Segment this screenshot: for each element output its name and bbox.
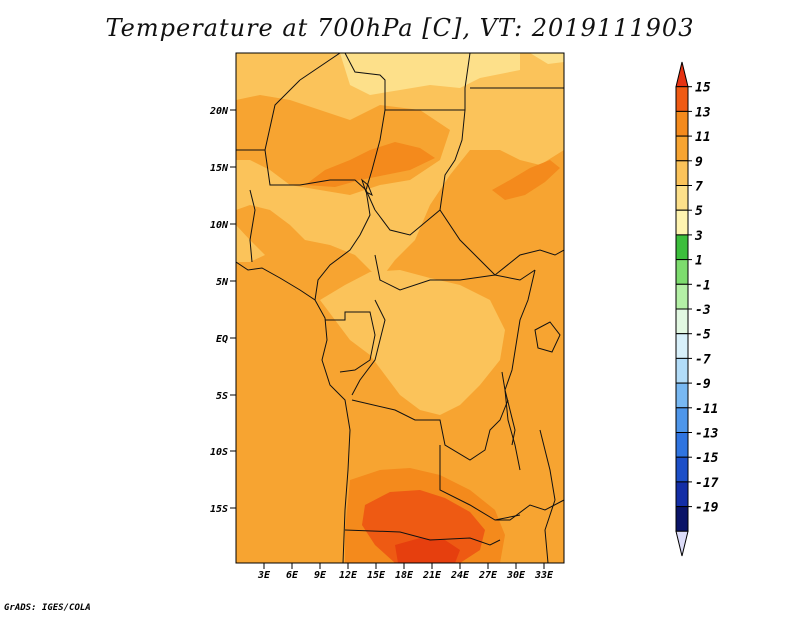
colorbar-swatch <box>675 530 689 557</box>
lake-tanganyika <box>501 371 516 446</box>
colorbar-label: -5 <box>695 328 711 343</box>
border-nigeria-cameroon <box>314 189 371 301</box>
border-namibia <box>344 529 501 546</box>
lat-tick-label: 5S <box>216 391 228 402</box>
colorbar-label: -17 <box>695 476 719 491</box>
lat-tick-label: 15N <box>210 163 229 174</box>
lat-tick-label: 15S <box>210 504 228 515</box>
colorbar-swatch <box>675 407 689 433</box>
border-mali-niger <box>236 79 301 151</box>
colorbar-label: 9 <box>695 155 703 170</box>
field-band-5to7-northeast <box>530 53 564 64</box>
field-band-11to13-chad <box>305 142 435 187</box>
lake-chad <box>360 178 373 197</box>
lake-victoria <box>534 321 561 353</box>
colorbar-swatch <box>675 506 689 532</box>
lon-tick-label: 18E <box>395 570 414 581</box>
colorbar-label: 7 <box>695 180 703 195</box>
lon-tick-label: 27E <box>478 570 498 581</box>
border-south-sudan <box>494 249 564 276</box>
colorbar-label: -9 <box>695 377 711 392</box>
latitude-axis: 20N 15N 10N 5N EQ 5S 10S 15S <box>209 106 236 515</box>
colorbar-label: 5 <box>695 204 703 219</box>
colorbar-label: -11 <box>695 402 718 417</box>
border-north-3 <box>385 53 471 111</box>
lat-tick-label: 10S <box>210 447 228 458</box>
grads-credit: GrADS: IGES/COLA <box>4 603 91 613</box>
colorbar-label: 15 <box>695 81 711 96</box>
colorbar-swatch <box>675 185 689 211</box>
colorbar-swatch <box>675 357 689 384</box>
lat-tick-label: 20N <box>209 106 229 117</box>
colorbar-label: -3 <box>695 303 711 318</box>
border-niger-nigeria <box>264 149 367 191</box>
lon-tick-label: 12E <box>339 570 358 581</box>
border-congo-drc <box>351 299 386 396</box>
border-drc-angola <box>351 399 509 461</box>
longitude-axis: 3E 6E 9E 12E 15E 18E 21E 24E 27E 30E 33E <box>257 563 554 581</box>
border-east-lakes <box>504 269 536 471</box>
lon-tick-label: 9E <box>314 570 327 581</box>
lon-tick-label: 24E <box>450 570 470 581</box>
lon-tick-label: 30E <box>506 570 526 581</box>
colorbar-swatch <box>675 283 689 310</box>
colorbar-label: -19 <box>695 501 719 516</box>
border-chad-sudan <box>439 109 466 211</box>
colorbar-swatch <box>675 209 689 236</box>
colorbar-label: 13 <box>695 105 711 120</box>
lat-tick-label: 5N <box>216 277 229 288</box>
colorbar-swatch <box>675 308 689 335</box>
lon-tick-label: 33E <box>534 570 554 581</box>
field-band-above13-south <box>395 538 460 563</box>
colorbar-swatch <box>675 234 689 261</box>
colorbar: 15 13 11 9 7 5 3 1 -1 -3 -5 -7 -9 -11 -13 -15 -17 -19 <box>675 61 719 557</box>
border-benin <box>249 189 256 263</box>
coastline-west <box>236 261 351 563</box>
colorbar-swatch <box>675 135 689 162</box>
lon-tick-label: 21E <box>422 570 442 581</box>
temperature-field <box>236 53 564 563</box>
border-mozambique <box>539 429 556 563</box>
lon-tick-label: 15E <box>367 570 386 581</box>
colorbar-label: 1 <box>695 254 703 269</box>
lat-tick-label: 10N <box>210 220 229 231</box>
colorbar-swatch <box>675 160 689 187</box>
colorbar-label: -13 <box>695 427 719 442</box>
border-angola-zambia <box>439 445 521 521</box>
colorbar-label: 11 <box>695 130 711 145</box>
colorbar-label: 3 <box>694 229 703 244</box>
colorbar-label: -1 <box>695 278 711 293</box>
lat-tick-label: EQ <box>216 334 228 345</box>
colorbar-swatch <box>675 333 689 359</box>
colorbar-label: -15 <box>695 451 719 466</box>
colorbar-swatch <box>675 110 689 137</box>
colorbar-label: -7 <box>695 352 711 367</box>
border-zambia-zimbabwe <box>495 499 564 521</box>
colorbar-swatch <box>675 456 689 483</box>
border-car-north <box>374 209 496 276</box>
lon-tick-label: 3E <box>257 570 271 581</box>
map-frame <box>235 52 565 564</box>
colorbar-swatch <box>675 259 689 285</box>
chart-title: Temperature at 700hPa [C], VT: 201911190… <box>105 14 695 42</box>
colorbar-swatch <box>675 86 689 112</box>
border-car-south <box>374 254 536 291</box>
colorbar-swatch <box>675 61 689 88</box>
colorbar-swatch <box>675 481 689 508</box>
field-band-7to9-congo <box>320 270 505 415</box>
lon-tick-label: 6E <box>286 570 299 581</box>
border-gabon-congo <box>325 311 376 373</box>
field-band-11to13-sudan <box>492 160 560 200</box>
colorbar-swatch <box>675 382 689 409</box>
border-north-1 <box>299 53 341 81</box>
colorbar-swatch <box>675 432 689 458</box>
country-borders <box>236 53 564 563</box>
field-band-13to15-south <box>362 490 485 563</box>
